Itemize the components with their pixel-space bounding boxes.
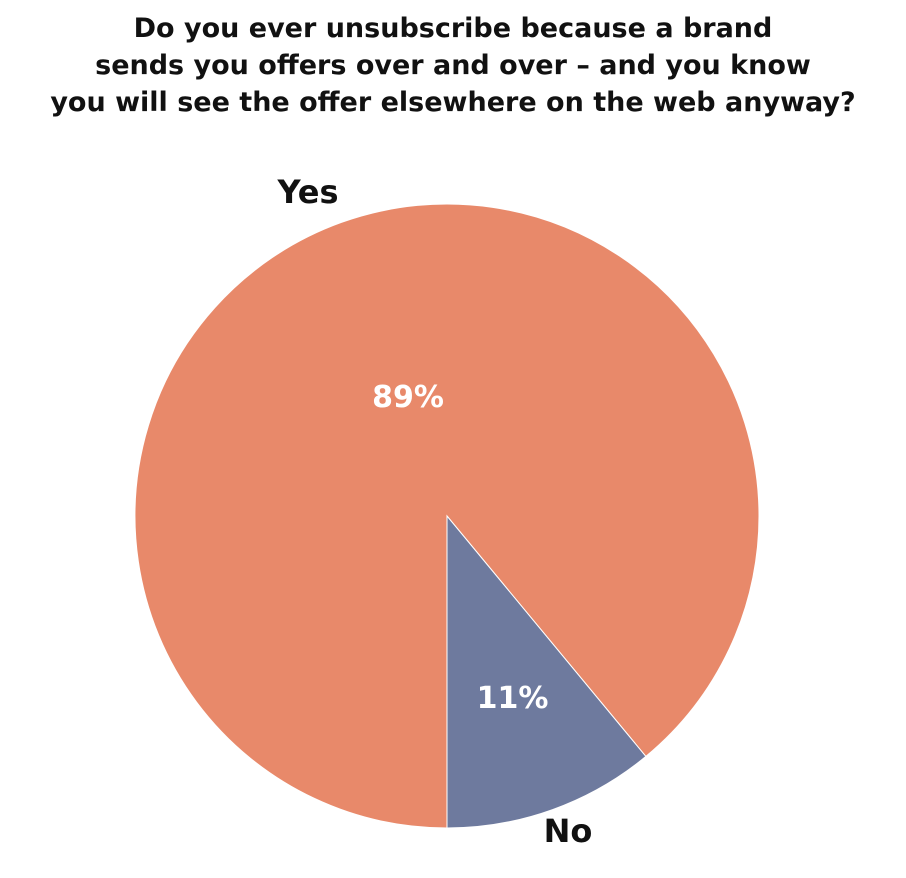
pie-slice-no — [446, 514, 647, 829]
chart-title: Do you ever unsubscribe because a brand … — [0, 10, 906, 121]
category-label-yes: Yes — [277, 173, 339, 211]
chart-title-line-1: Do you ever unsubscribe because a brand — [133, 13, 773, 44]
pie-labels: 89% Yes 11% No — [277, 173, 593, 850]
value-label-yes: 89% — [372, 380, 444, 415]
pie-slices — [134, 203, 760, 829]
category-label-no: No — [544, 812, 593, 850]
chart-title-line-3: you will see the offer elsewhere on the … — [50, 87, 856, 118]
chart-title-line-2: sends you offers over and over – and you… — [95, 50, 811, 81]
value-label-no: 11% — [477, 681, 549, 716]
